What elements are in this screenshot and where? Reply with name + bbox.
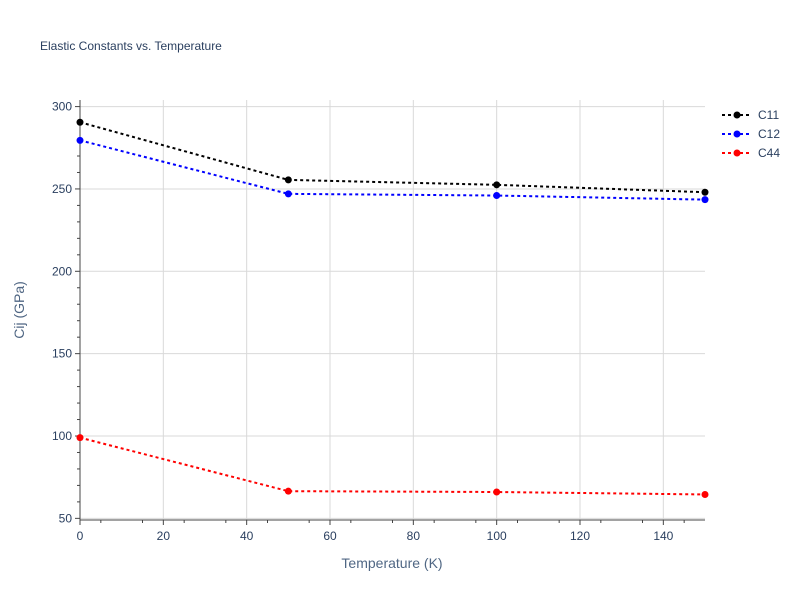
legend-swatch-marker — [733, 149, 741, 157]
x-tick-label: 120 — [570, 529, 590, 543]
y-tick-label: 250 — [52, 182, 72, 196]
data-point[interactable] — [76, 118, 84, 126]
legend-label: C12 — [758, 127, 780, 141]
legend-item-c12[interactable]: C12 — [722, 127, 780, 141]
data-point[interactable] — [284, 487, 292, 495]
y-axis-title: Cij (GPa) — [11, 281, 27, 339]
x-tick-label: 140 — [653, 529, 673, 543]
data-point[interactable] — [493, 192, 501, 200]
x-tick-label: 60 — [323, 529, 337, 543]
y-tick-label: 300 — [52, 100, 72, 114]
y-tick-label: 200 — [52, 264, 72, 278]
series-c44 — [76, 434, 709, 498]
data-point[interactable] — [284, 190, 292, 198]
data-point[interactable] — [284, 176, 292, 184]
x-tick-label: 20 — [157, 529, 171, 543]
chart-title: Elastic Constants vs. Temperature — [40, 39, 222, 53]
data-point[interactable] — [701, 196, 709, 204]
legend-item-c11[interactable]: C11 — [722, 108, 779, 122]
grid — [80, 100, 705, 520]
legend-swatch-marker — [733, 111, 741, 119]
x-tick-label: 40 — [240, 529, 254, 543]
series-line — [79, 121, 706, 194]
y-tick-label: 150 — [52, 347, 72, 361]
x-axis-title: Temperature (K) — [341, 555, 442, 571]
data-point[interactable] — [493, 181, 501, 189]
data-point[interactable] — [701, 188, 709, 196]
data-point[interactable] — [76, 136, 84, 144]
series-layer — [76, 118, 709, 498]
legend-label: C44 — [758, 146, 780, 160]
data-point[interactable] — [76, 434, 84, 442]
data-point[interactable] — [493, 488, 501, 496]
x-tick-label: 0 — [77, 529, 84, 543]
data-point[interactable] — [701, 490, 709, 498]
series-c11 — [76, 118, 709, 196]
y-tick-label: 50 — [59, 511, 73, 525]
x-tick-label: 100 — [487, 529, 507, 543]
series-line — [79, 436, 706, 496]
legend-item-c44[interactable]: C44 — [722, 146, 780, 160]
legend-swatch-marker — [733, 130, 741, 138]
legend[interactable]: C11 C12 C44 — [722, 108, 780, 160]
x-tick-label: 80 — [407, 529, 421, 543]
series-c12 — [76, 136, 709, 204]
legend-label: C11 — [758, 108, 779, 122]
y-tick-label: 100 — [52, 429, 72, 443]
axes: 0 20 40 60 80 100 120 140 50 100 150 200 250 300 — [52, 100, 705, 543]
series-line — [79, 139, 706, 201]
